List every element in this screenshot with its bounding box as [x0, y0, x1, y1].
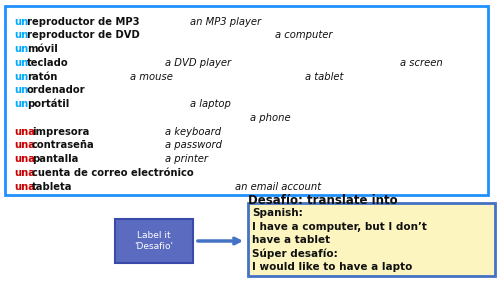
Text: una: una: [14, 154, 35, 164]
Text: reproductor de MP3: reproductor de MP3: [27, 17, 140, 27]
Text: un: un: [14, 44, 28, 54]
Text: una: una: [14, 140, 35, 151]
Text: impresora: impresora: [32, 127, 90, 137]
Text: a screen: a screen: [400, 58, 443, 68]
Text: ratón: ratón: [27, 72, 58, 82]
Bar: [248, 203, 495, 276]
Text: an email account: an email account: [235, 182, 321, 192]
Text: I have a computer, but I don’t: I have a computer, but I don’t: [252, 221, 427, 232]
Text: have a tablet: have a tablet: [252, 235, 330, 245]
Text: teclado: teclado: [27, 58, 68, 68]
Bar: [115, 219, 193, 263]
Text: contraseña: contraseña: [32, 140, 95, 151]
Text: un: un: [14, 58, 28, 68]
Text: un: un: [14, 85, 28, 96]
Text: I would like to have a lapto: I would like to have a lapto: [252, 262, 412, 272]
Text: cuenta de correo electrónico: cuenta de correo electrónico: [32, 168, 194, 178]
Text: un: un: [14, 72, 28, 82]
Text: reproductor de DVD: reproductor de DVD: [27, 30, 140, 40]
Bar: [5, 6, 488, 195]
Text: portátil: portátil: [27, 99, 69, 109]
Text: una: una: [14, 168, 35, 178]
Text: Desafío: translate into: Desafío: translate into: [248, 194, 398, 207]
Text: a keyboard: a keyboard: [165, 127, 221, 137]
Text: Spanish:: Spanish:: [252, 208, 303, 218]
Text: a computer: a computer: [275, 30, 332, 40]
Text: un: un: [14, 17, 28, 27]
Text: a password: a password: [165, 140, 222, 151]
Text: tableta: tableta: [32, 182, 72, 192]
Text: a printer: a printer: [165, 154, 208, 164]
Text: una: una: [14, 182, 35, 192]
Text: a tablet: a tablet: [305, 72, 344, 82]
Text: móvil: móvil: [27, 44, 58, 54]
Text: a phone: a phone: [250, 113, 290, 123]
Text: a laptop: a laptop: [190, 99, 231, 109]
Text: ordenador: ordenador: [27, 85, 86, 96]
Text: a DVD player: a DVD player: [165, 58, 231, 68]
Text: Label it
'Desafio': Label it 'Desafio': [134, 231, 173, 251]
Text: Súper desafío:: Súper desafío:: [252, 248, 338, 259]
Text: an MP3 player: an MP3 player: [190, 17, 261, 27]
Text: pantalla: pantalla: [32, 154, 78, 164]
Text: una: una: [14, 127, 35, 137]
Text: a mouse: a mouse: [130, 72, 173, 82]
Text: un: un: [14, 30, 28, 40]
Text: un: un: [14, 99, 28, 109]
